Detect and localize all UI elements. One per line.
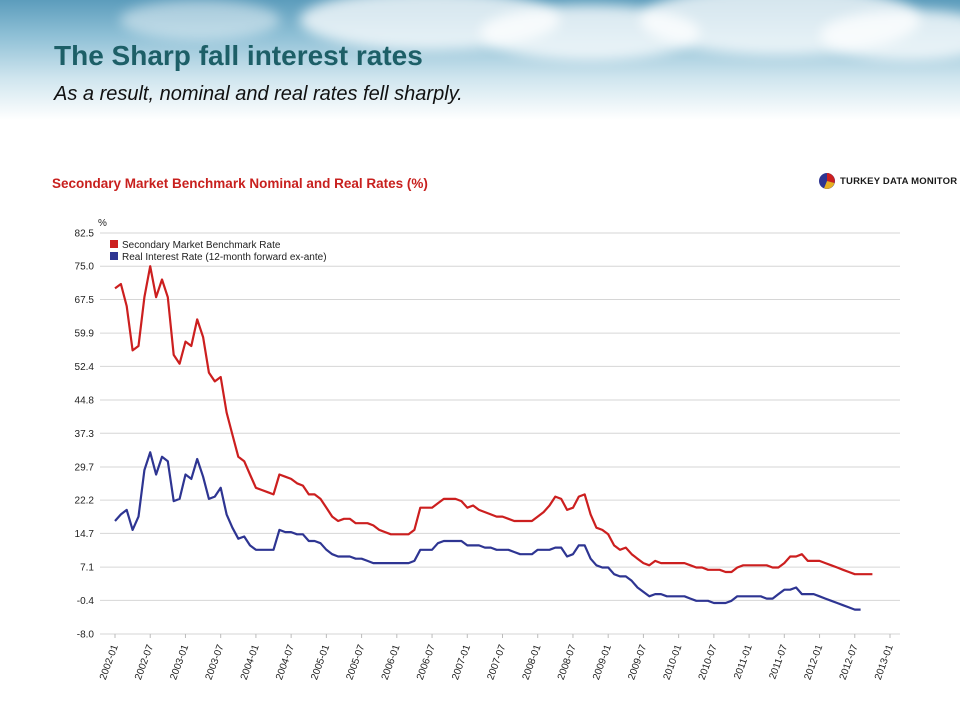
cloud-decoration — [120, 0, 280, 40]
x-tick-label: 2013-01 — [873, 643, 896, 682]
x-tick-label: 2006-01 — [380, 643, 403, 682]
globe-pie-icon — [819, 173, 835, 189]
y-axis-unit-label: % — [98, 218, 107, 229]
x-tick-label: 2003-01 — [168, 643, 191, 682]
slide-subtitle: As a result, nominal and real rates fell… — [54, 83, 463, 105]
legend-label: Real Interest Rate (12-month forward ex-… — [122, 252, 327, 263]
y-tick-label: 52.4 — [75, 362, 95, 373]
y-tick-label: 14.7 — [75, 529, 95, 540]
cloud-decoration — [820, 10, 960, 60]
legend-swatch — [110, 240, 118, 248]
x-tick-label: 2007-07 — [485, 643, 508, 682]
x-tick-label: 2011-07 — [767, 643, 790, 681]
header-sky-banner — [0, 0, 960, 120]
x-tick-label: 2009-01 — [591, 643, 614, 682]
y-tick-label: 82.5 — [75, 229, 95, 240]
y-tick-label: 29.7 — [75, 462, 95, 473]
real-rate-line — [114, 451, 861, 611]
y-tick-label: 7.1 — [80, 563, 94, 574]
x-tick-label: 2012-07 — [838, 643, 861, 682]
y-tick-label: 67.5 — [75, 295, 95, 306]
x-tick-label: 2008-01 — [521, 643, 544, 682]
x-tick-label: 2005-07 — [345, 643, 368, 682]
y-tick-label: -0.4 — [77, 596, 95, 607]
x-tick-label: 2002-07 — [133, 643, 156, 682]
x-tick-label: 2008-07 — [556, 643, 579, 682]
slide-title: The Sharp fall interest rates — [54, 40, 423, 71]
y-tick-label: 22.2 — [75, 496, 95, 507]
x-tick-label: 2003-07 — [204, 643, 227, 682]
legend-label: Secondary Market Benchmark Rate — [122, 240, 281, 251]
nominal-rate-line — [114, 265, 873, 576]
brand-logo: TURKEY DATA MONITOR — [818, 172, 957, 190]
x-tick-label: 2012-01 — [802, 643, 825, 682]
logo-text: TURKEY DATA MONITOR — [840, 175, 958, 187]
x-tick-label: 2004-01 — [239, 643, 262, 682]
y-tick-label: 37.3 — [75, 429, 95, 440]
legend-swatch — [110, 252, 118, 260]
x-tick-label: 2006-07 — [415, 643, 438, 682]
x-tick-label: 2011-01 — [732, 643, 755, 681]
y-tick-label: -8.0 — [77, 630, 95, 641]
chart-title: Secondary Market Benchmark Nominal and R… — [52, 176, 428, 191]
x-tick-label: 2009-07 — [626, 643, 649, 682]
x-tick-label: 2010-01 — [662, 643, 685, 682]
x-tick-label: 2007-01 — [450, 643, 473, 682]
x-tick-label: 2005-01 — [309, 643, 332, 682]
y-tick-label: 75.0 — [75, 262, 95, 273]
x-tick-label: 2004-07 — [274, 643, 297, 682]
x-tick-label: 2010-07 — [697, 643, 720, 682]
x-tick-label: 2002-01 — [98, 643, 121, 682]
y-tick-label: 44.8 — [75, 396, 95, 407]
y-tick-label: 59.9 — [75, 329, 95, 340]
